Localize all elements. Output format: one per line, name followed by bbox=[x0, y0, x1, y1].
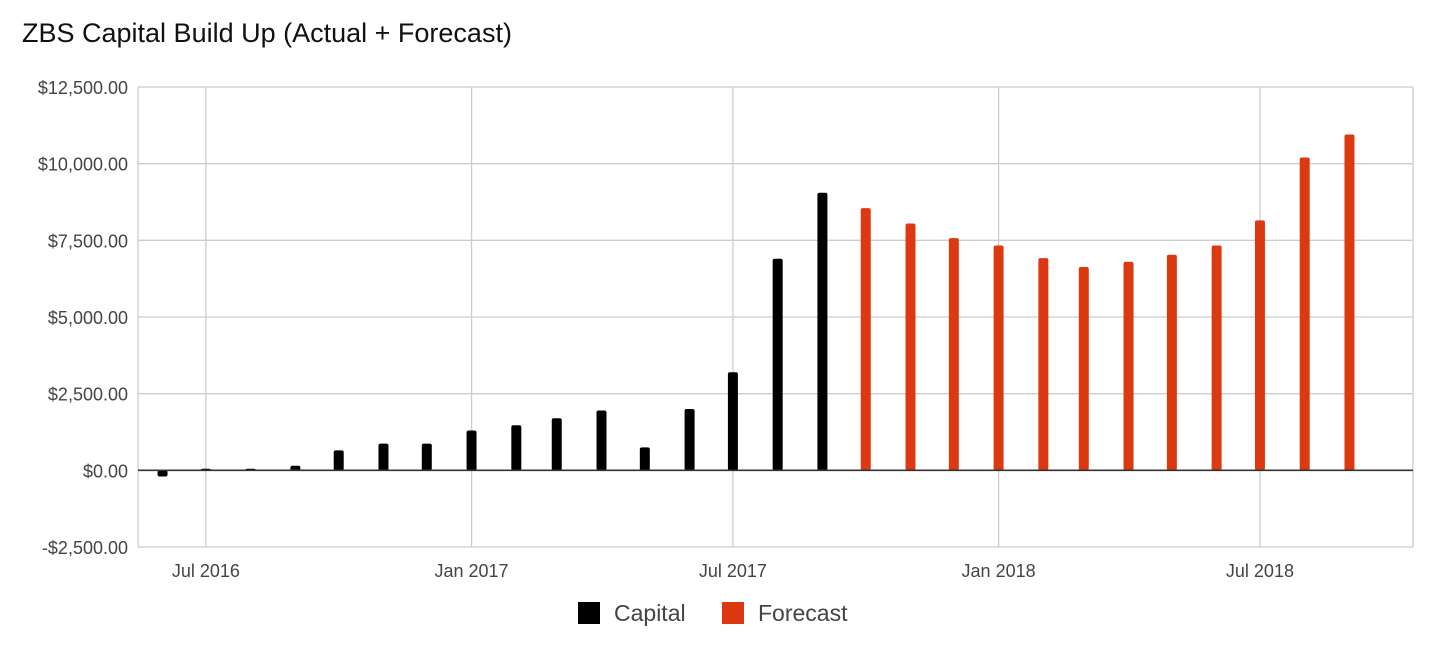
forecast-bar bbox=[948, 238, 959, 471]
x-tick-label: Jul 2017 bbox=[699, 561, 767, 581]
x-tick-label: Jan 2017 bbox=[435, 561, 509, 581]
forecast-bar bbox=[993, 245, 1004, 471]
forecast-bar bbox=[860, 208, 871, 471]
capital-bar bbox=[817, 192, 828, 471]
capital-bar bbox=[551, 418, 562, 471]
x-tick-label: Jan 2018 bbox=[962, 561, 1036, 581]
y-tick-label: $5,000.00 bbox=[48, 308, 128, 328]
capital-bar bbox=[639, 447, 650, 471]
forecast-bar bbox=[1254, 220, 1265, 471]
forecast-bar bbox=[1166, 254, 1177, 471]
capital-bar bbox=[157, 470, 168, 477]
y-tick-label: $0.00 bbox=[83, 461, 128, 481]
capital-bar bbox=[727, 372, 738, 471]
legend-label-forecast: Forecast bbox=[758, 600, 848, 626]
x-tick-label: Jul 2016 bbox=[172, 561, 240, 581]
capital-bar bbox=[684, 409, 695, 471]
legend: Capital Forecast bbox=[578, 600, 848, 626]
x-tick-label: Jul 2018 bbox=[1226, 561, 1294, 581]
capital-bar bbox=[378, 443, 389, 471]
capital-bar bbox=[772, 258, 783, 471]
capital-bar bbox=[290, 465, 301, 471]
legend-swatch-capital bbox=[578, 602, 600, 624]
y-tick-label: $12,500.00 bbox=[38, 78, 128, 98]
capital-bar bbox=[466, 430, 477, 471]
forecast-bar bbox=[1211, 245, 1222, 471]
chart-title: ZBS Capital Build Up (Actual + Forecast) bbox=[22, 18, 512, 48]
y-tick-label: $10,000.00 bbox=[38, 155, 128, 175]
y-tick-label: $7,500.00 bbox=[48, 231, 128, 251]
capital-bar bbox=[596, 410, 607, 471]
legend-label-capital: Capital bbox=[614, 600, 686, 626]
y-axis-tick-labels: -$2,500.00 $0.00 $2,500.00 $5,000.00 $7,500.… bbox=[38, 78, 128, 558]
forecast-bar bbox=[1078, 267, 1089, 471]
bars bbox=[157, 134, 1355, 477]
forecast-bar bbox=[1344, 134, 1355, 471]
forecast-bar bbox=[1299, 157, 1310, 471]
legend-swatch-forecast bbox=[722, 602, 744, 624]
forecast-bar bbox=[905, 223, 916, 471]
capital-bar bbox=[511, 425, 522, 471]
capital-bar bbox=[421, 443, 432, 471]
y-tick-label: -$2,500.00 bbox=[42, 538, 128, 558]
forecast-bar bbox=[1123, 261, 1134, 471]
capital-bar bbox=[333, 450, 344, 471]
x-axis-tick-labels: Jul 2016 Jan 2017 Jul 2017 Jan 2018 Jul 2018 bbox=[172, 561, 1294, 581]
forecast-bar bbox=[1038, 258, 1049, 471]
y-tick-label: $2,500.00 bbox=[48, 385, 128, 405]
